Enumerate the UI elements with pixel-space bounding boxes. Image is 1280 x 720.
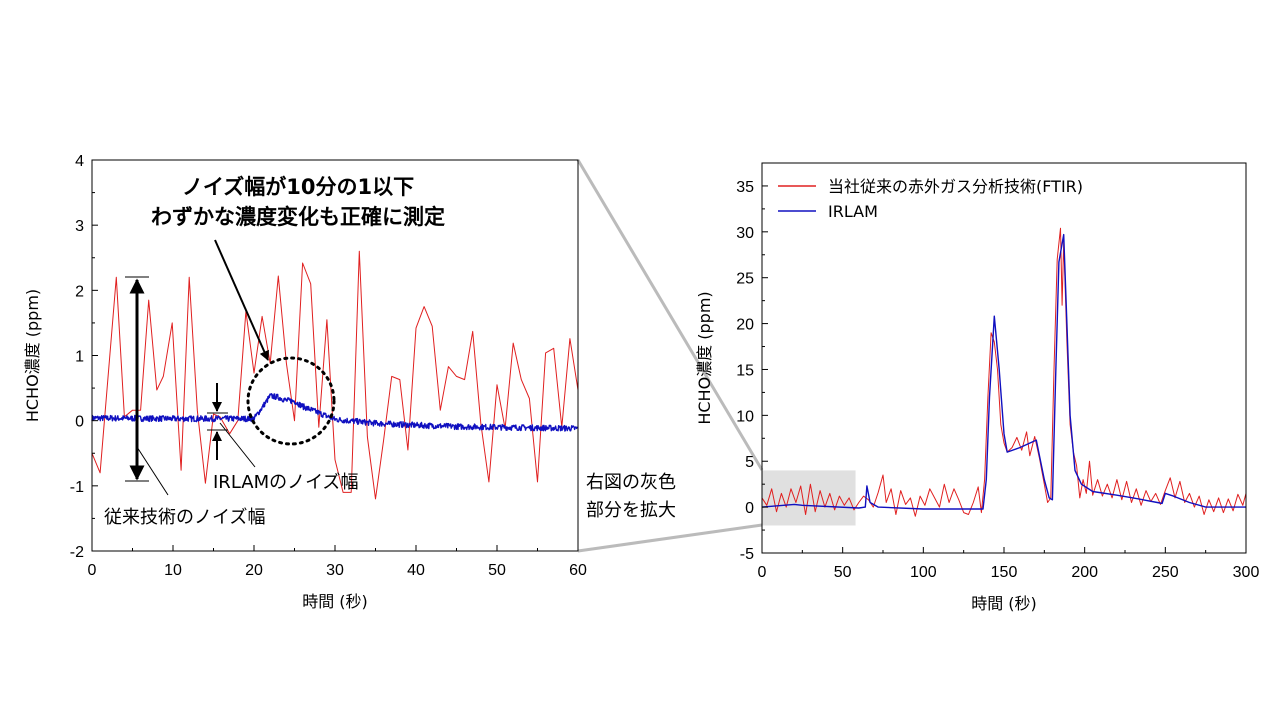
x-axis-label: 時間 (秒) [302,592,368,611]
x-tick-label: 200 [1071,564,1098,581]
y-tick-label: 25 [736,271,754,288]
y-tick-label: -2 [70,544,84,561]
y-tick-label: 4 [75,153,84,170]
irlam-noise-label: IRLAMのノイズ幅 [213,472,359,493]
headline-1: ノイズ幅が10分の1以下 [182,175,414,199]
x-tick-label: 250 [1152,564,1179,581]
y-tick-label: -5 [740,546,754,563]
left-annotations: ノイズ幅が10分の1以下 わずかな濃度変化も正確に測定 IRLAMのノイズ幅 従… [104,175,676,528]
y-tick-label: 3 [75,218,84,235]
y-tick-label: 30 [736,225,754,242]
left-chart: 0 10 20 30 40 50 60 -2 -1 0 1 2 3 4 時間 (秒) HCHO濃度 (ppm) [23,153,587,611]
x-tick-label: 300 [1233,564,1260,581]
y-tick-label: 10 [736,408,754,425]
legend: 当社従来の赤外ガス分析技術(FTIR) IRLAM [778,177,1083,221]
series-line-1 [91,393,579,432]
y-tick-label: 1 [75,349,84,366]
y-axis-label: HCHO濃度 (ppm) [695,291,714,424]
highlight-circle [246,356,336,446]
legend-label-ftir: 当社従来の赤外ガス分析技術(FTIR) [828,177,1083,196]
headline-2: わずかな濃度変化も正確に測定 [151,205,445,229]
x-tick-label: 20 [245,562,263,579]
series-line-irlam [761,233,1246,510]
x-tick-label: 10 [164,562,182,579]
y-tick-label: 15 [736,362,754,379]
x-axis-label: 時間 (秒) [971,594,1037,613]
y-tick-label: 2 [75,283,84,300]
x-tick-label: 50 [488,562,506,579]
x-tick-label: 150 [991,564,1018,581]
x-tick-label: 50 [834,564,852,581]
y-tick-label: 20 [736,317,754,334]
legend-label-irlam: IRLAM [828,202,878,221]
y-axis-label: HCHO濃度 (ppm) [23,289,42,422]
zoom-note-1: 右図の灰色 [586,472,676,493]
conventional-noise-label: 従来技術のノイズ幅 [104,507,265,528]
y-tick-label: 35 [736,179,754,196]
x-tick-label: 40 [407,562,425,579]
x-tick-label: 60 [569,562,587,579]
highlight-region [762,470,856,526]
x-tick-label: 30 [326,562,344,579]
x-tick-label: 0 [88,562,97,579]
series-line-0 [91,250,579,500]
y-tick-label: 5 [745,454,754,471]
irlam-leader [219,422,256,468]
y-tick-label: -1 [70,479,84,496]
zoom-connector-bottom [577,523,763,553]
y-tick-label: 0 [75,414,84,431]
series-line-ftir [761,227,1247,517]
conventional-leader [136,446,169,496]
zoom-connector-top [576,159,764,471]
pointer-arrow [214,239,269,361]
zoom-note-2: 部分を拡大 [586,500,676,521]
y-tick-label: 0 [745,500,754,517]
x-tick-label: 0 [758,564,767,581]
x-tick-label: 100 [910,564,937,581]
